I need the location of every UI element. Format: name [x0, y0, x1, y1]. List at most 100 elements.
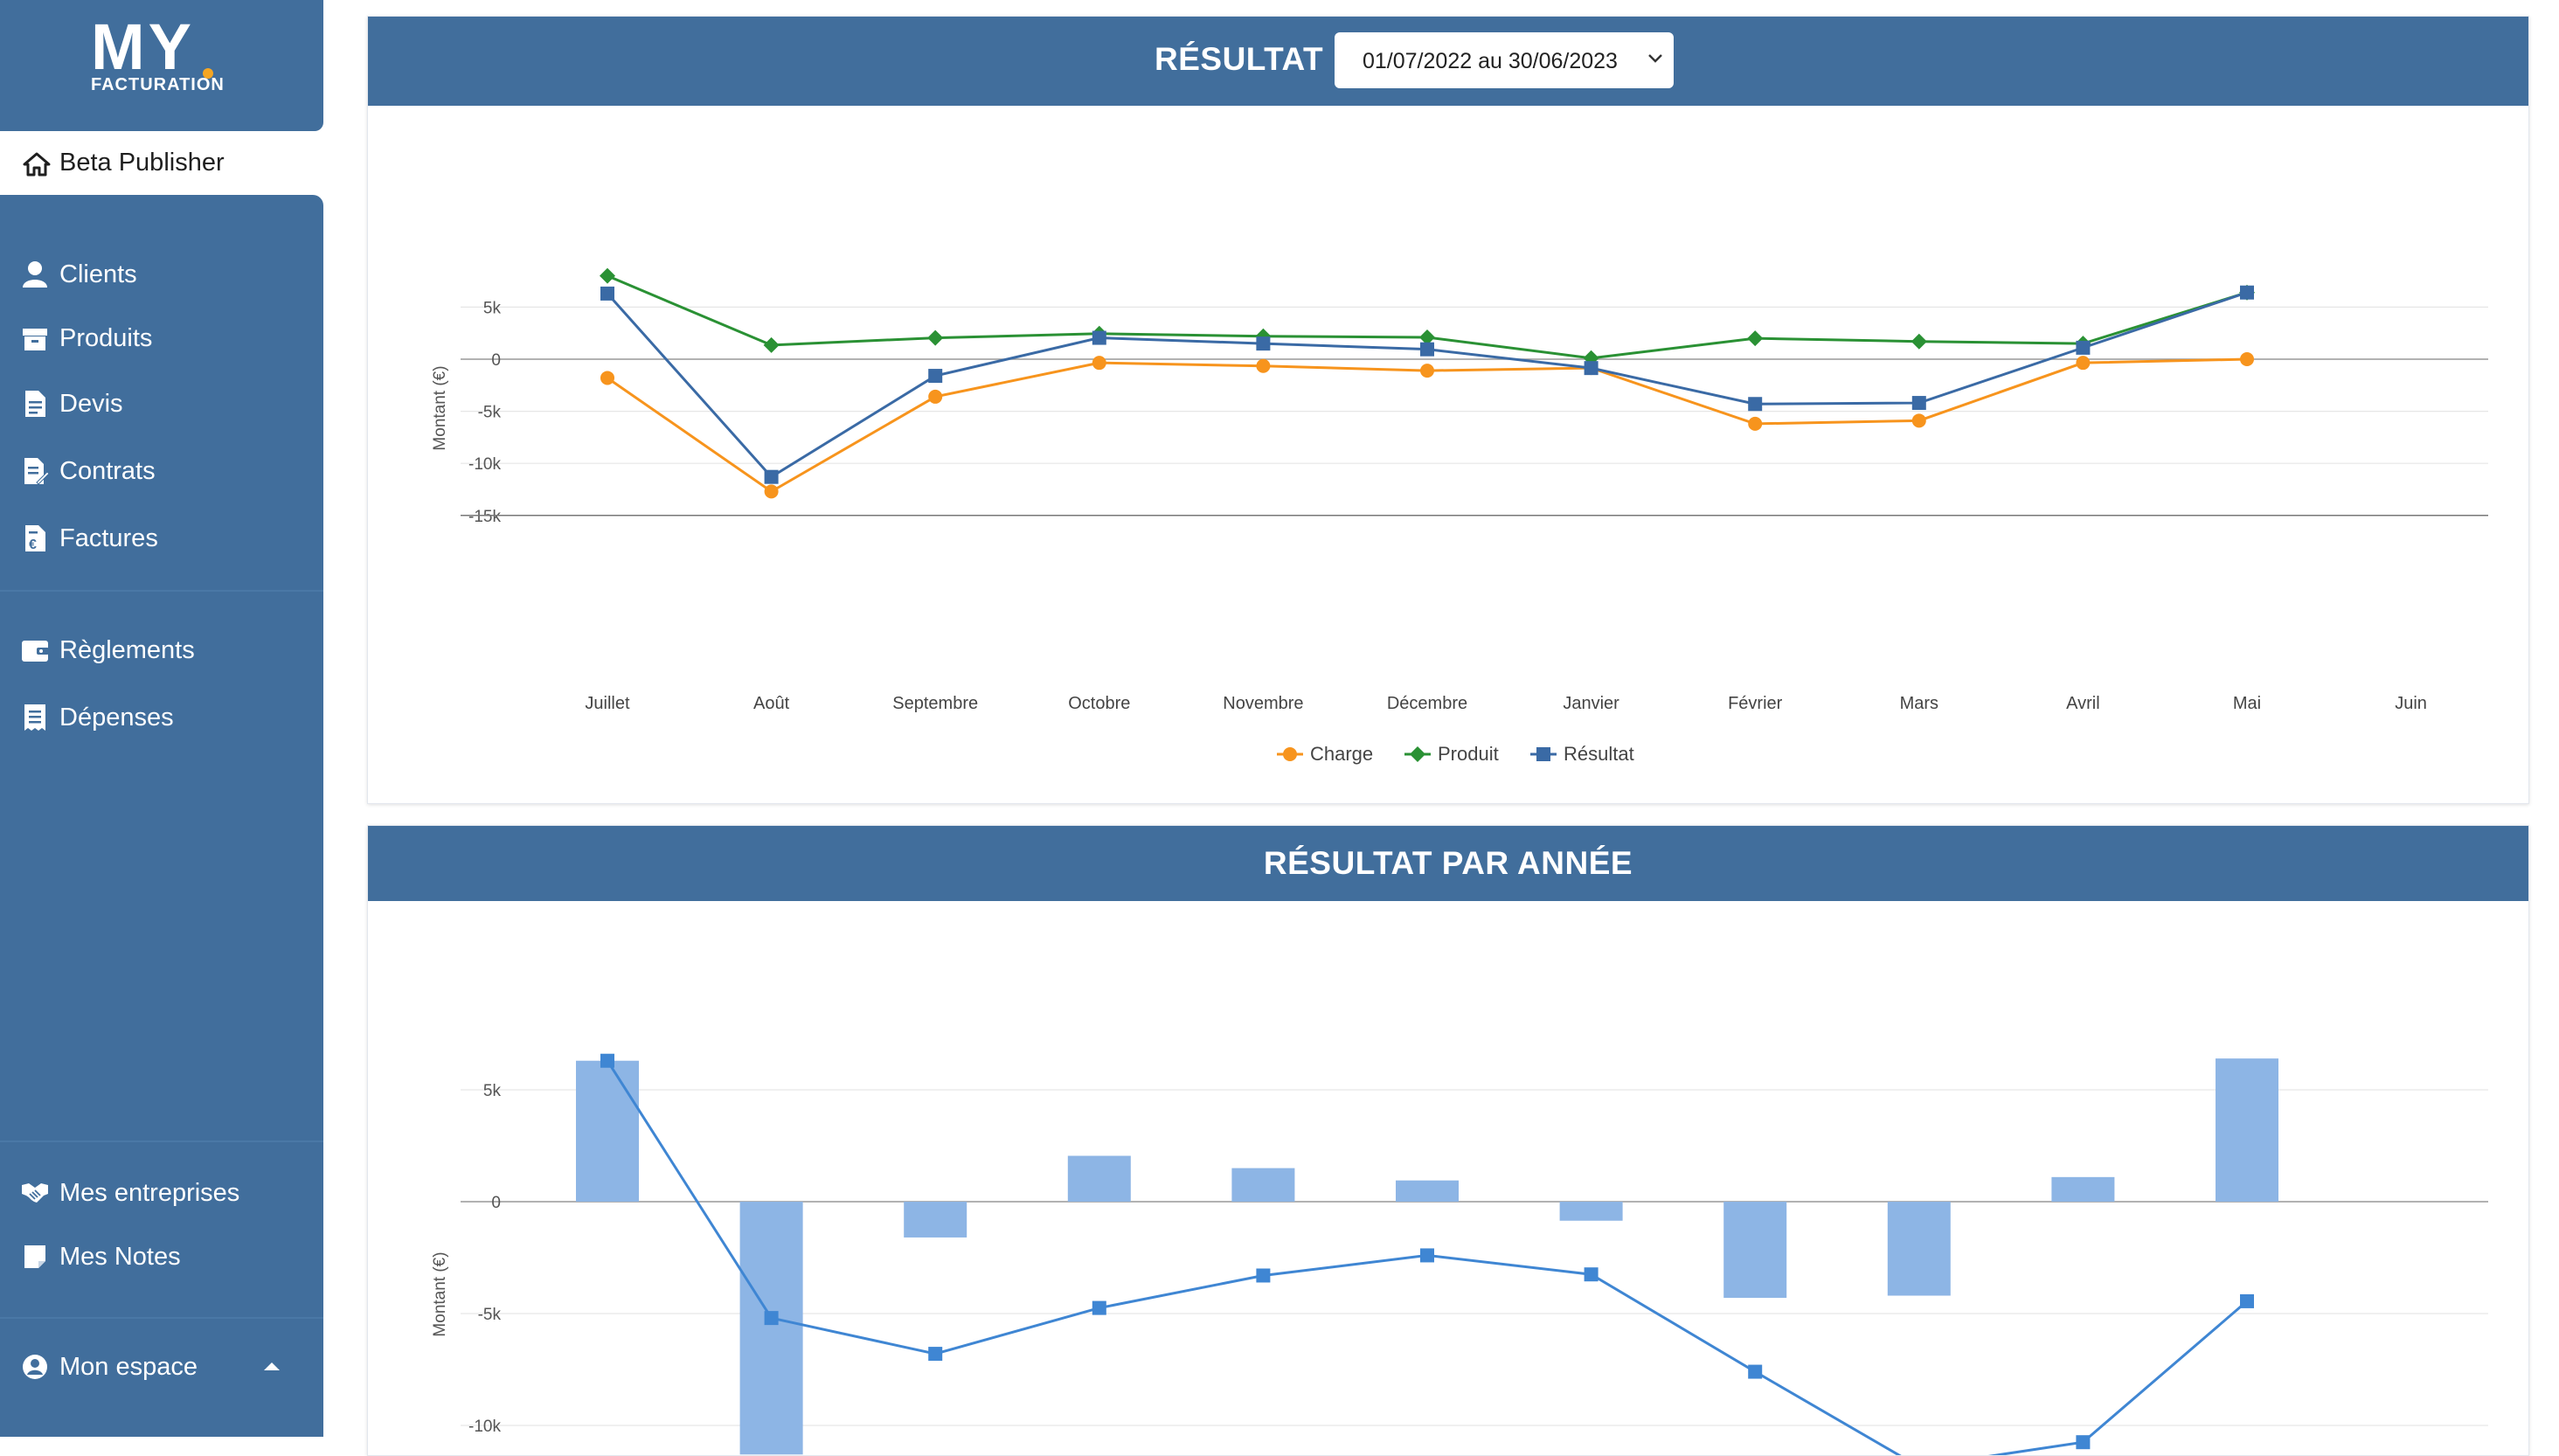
sidebar-nav: Clients Produits Devis Contrats € Factur… — [0, 195, 323, 1437]
bar — [1723, 1202, 1787, 1299]
logo-subtitle: FACTURATION — [91, 75, 225, 94]
y-tick-label: 5k — [483, 1082, 502, 1100]
bar — [1559, 1202, 1623, 1221]
resultat-par-annee-header: RÉSULTAT PAR ANNÉE — [368, 826, 2528, 901]
bar — [2216, 1058, 2278, 1202]
data-point — [600, 267, 615, 284]
logo-dot — [203, 68, 213, 79]
sidebar-item-clients[interactable]: Clients — [0, 247, 323, 302]
legend-marker — [1536, 747, 1550, 761]
data-point — [600, 371, 614, 385]
legend-label: Résultat — [1564, 743, 1634, 765]
data-point — [764, 484, 779, 499]
bar — [1067, 1155, 1131, 1202]
sidebar-item-label: Factures — [59, 524, 158, 552]
series-line-résultat — [606, 291, 2248, 479]
data-point — [2076, 356, 2091, 371]
sidebar-item-depenses[interactable]: Dépenses — [0, 690, 323, 745]
sidebar-item-label: Mes Notes — [59, 1243, 181, 1271]
invoice-euro-icon: € — [25, 525, 45, 552]
x-tick-label: Octobre — [1068, 694, 1130, 713]
sidebar-item-label: Mes entreprises — [59, 1179, 240, 1207]
y-tick-label: -5k — [478, 1306, 502, 1324]
sidebar-divider — [0, 590, 323, 592]
data-point — [2076, 340, 2091, 355]
data-point — [764, 469, 779, 484]
y-tick-label: -15k — [468, 508, 501, 526]
sidebar-divider — [0, 1141, 323, 1142]
data-point — [1092, 330, 1106, 345]
sidebar-item-mon-espace[interactable]: Mon espace — [0, 1340, 323, 1394]
x-tick-label: Mai — [2233, 694, 2261, 713]
y-tick-label: -10k — [468, 455, 501, 474]
sidebar-item-produits[interactable]: Produits — [0, 311, 323, 365]
sidebar-item-label: Produits — [59, 324, 153, 352]
data-point — [1420, 364, 1434, 378]
data-point — [1748, 1364, 1763, 1379]
bar — [1231, 1168, 1295, 1202]
period-select[interactable]: 01/07/2022 au 30/06/2023 — [1335, 32, 1674, 88]
bar — [2051, 1176, 2115, 1202]
data-point — [1256, 358, 1271, 373]
box-icon — [23, 329, 47, 350]
home-icon — [23, 152, 51, 177]
note-icon — [24, 1245, 45, 1268]
user-circle-icon — [23, 1355, 47, 1379]
sidebar-item-devis[interactable]: Devis — [0, 377, 323, 431]
sidebar-item-reglements[interactable]: Règlements — [0, 623, 323, 677]
x-tick-label: Janvier — [1563, 694, 1619, 713]
sidebar-item-label: Règlements — [59, 636, 195, 664]
data-point — [764, 1311, 779, 1326]
sidebar-item-contrats[interactable]: Contrats — [0, 444, 323, 498]
chevron-up-icon[interactable] — [264, 1362, 280, 1370]
user-icon — [23, 261, 47, 288]
sidebar-item-label: Devis — [59, 390, 123, 418]
data-point — [927, 329, 944, 346]
chevron-down-icon — [1648, 54, 1662, 63]
data-point — [2240, 352, 2254, 366]
sidebar-item-label: Mon espace — [59, 1353, 198, 1381]
svg-text:€: € — [29, 537, 37, 552]
x-tick-label: Septembre — [892, 694, 978, 713]
resultat-panel: RÉSULTAT 01/07/2022 au 30/06/2023 5k 0 -5k… — [367, 16, 2529, 804]
y-tick-label: 0 — [491, 351, 501, 370]
y-tick-label: 5k — [483, 299, 502, 317]
wallet-icon — [22, 641, 49, 662]
bar — [1396, 1180, 1459, 1202]
x-tick-label: Février — [1728, 694, 1783, 713]
resultat-panel-header: RÉSULTAT 01/07/2022 au 30/06/2023 — [368, 17, 2528, 106]
legend-label: Charge — [1310, 743, 1373, 765]
contract-icon — [24, 458, 49, 485]
receipt-icon — [24, 704, 45, 731]
sidebar-item-factures[interactable]: € Factures — [0, 511, 323, 565]
legend-label: Produit — [1438, 743, 1499, 765]
bar — [1887, 1202, 1951, 1296]
data-point — [1911, 396, 1926, 411]
panel-title: RÉSULTAT PAR ANNÉE — [1263, 845, 1633, 881]
data-point — [2076, 1435, 2091, 1450]
data-point — [1420, 342, 1434, 357]
data-point — [1747, 330, 1764, 347]
sidebar-item-mes-notes[interactable]: Mes Notes — [0, 1230, 323, 1284]
y-axis-label: Montant (€) — [431, 1251, 449, 1336]
y-tick-label: -5k — [478, 404, 502, 422]
sidebar-divider — [0, 1317, 323, 1319]
legend-marker — [1283, 747, 1297, 761]
current-company[interactable]: Beta Publisher — [0, 131, 323, 195]
data-point — [928, 389, 943, 404]
sidebar-item-mes-entreprises[interactable]: Mes entreprises — [0, 1166, 323, 1220]
sidebar-header: MY FACTURATION — [0, 0, 323, 131]
data-point — [928, 369, 943, 384]
x-tick-label: Août — [753, 694, 790, 713]
resultat-par-annee-chart: 5k 0 -5k -10k Montant (€) — [431, 1053, 2488, 1455]
data-point — [1748, 397, 1763, 412]
data-point — [600, 286, 614, 301]
app-logo[interactable]: MY FACTURATION — [91, 12, 231, 100]
y-tick-label: 0 — [491, 1194, 501, 1212]
handshake-icon — [22, 1183, 48, 1203]
data-point — [1092, 356, 1106, 371]
x-tick-label: Mars — [1900, 694, 1938, 713]
x-tick-label: Juillet — [585, 694, 630, 713]
sidebar: MY FACTURATION Beta Publisher Clients Pr… — [0, 0, 323, 1437]
x-tick-label: Novembre — [1223, 694, 1303, 713]
